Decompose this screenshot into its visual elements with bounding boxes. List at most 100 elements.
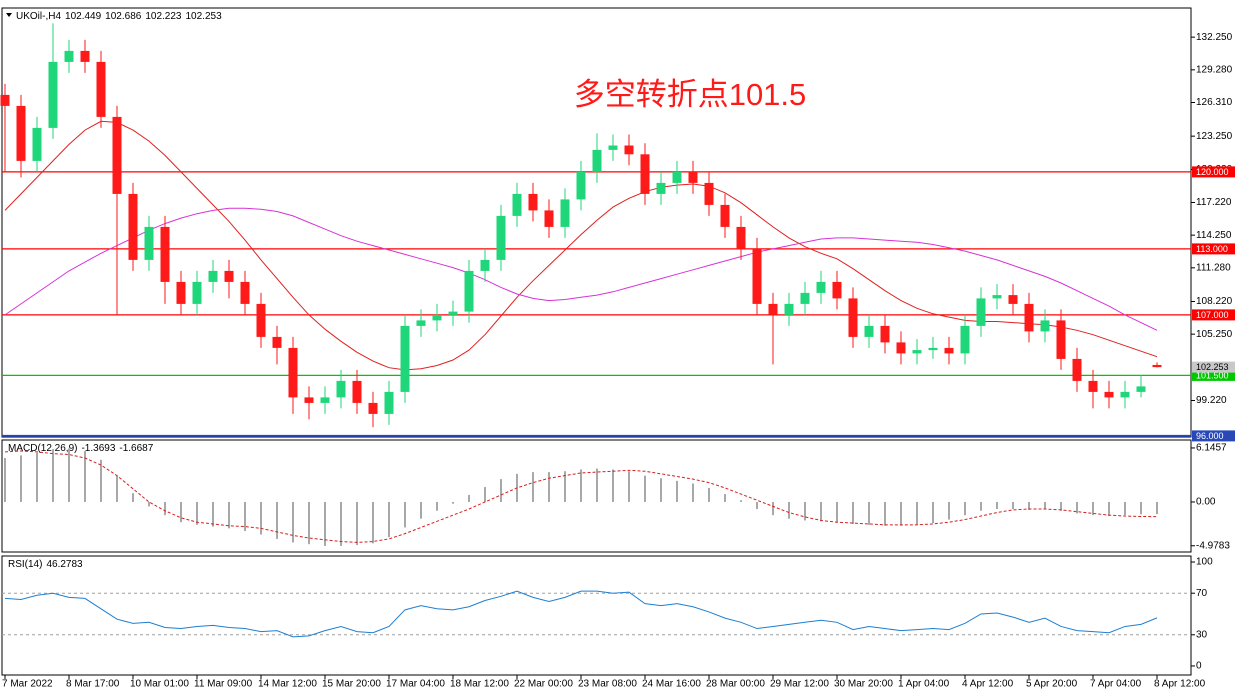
candle-body — [944, 347, 954, 354]
x-tick-label: 29 Mar 12:00 — [770, 679, 829, 690]
x-tick-label: 11 Mar 09:00 — [194, 679, 253, 690]
level-tag — [1192, 243, 1235, 255]
macd-bar — [1156, 501, 1158, 515]
y-tick-label: 129.280 — [1196, 64, 1233, 75]
x-tick-label: 14 Mar 12:00 — [258, 679, 317, 690]
macd-bar — [644, 475, 646, 502]
candle-body — [80, 50, 90, 62]
x-tick-label: 22 Mar 00:00 — [514, 679, 573, 690]
macd-bar — [548, 472, 550, 502]
macd-bar — [708, 487, 710, 502]
candle-body — [592, 149, 602, 172]
candle-body — [208, 270, 218, 282]
candle-body — [976, 298, 986, 326]
candle-body — [352, 380, 362, 403]
candle-body — [608, 145, 618, 150]
macd-bar — [564, 471, 566, 502]
macd-bar — [244, 501, 246, 531]
candle-body — [128, 193, 138, 260]
candle-body — [0, 94, 10, 106]
level-tag-label: 101.500 — [1196, 370, 1229, 380]
candle-body — [1072, 358, 1082, 381]
candle-body — [1024, 303, 1034, 332]
candle-body — [624, 145, 634, 155]
x-tick-label: 1 Apr 04:00 — [898, 679, 950, 690]
macd-bar — [404, 501, 406, 528]
candle-body — [720, 204, 730, 227]
candle-body — [160, 226, 170, 282]
macd-bar — [260, 501, 262, 535]
y-tick-label: 117.220 — [1196, 197, 1232, 208]
candle-body — [96, 61, 106, 117]
panel-frame — [1, 439, 1192, 553]
candle-body — [112, 116, 122, 194]
macd-bar — [468, 494, 470, 502]
macd-bar — [228, 501, 230, 529]
macd-bar — [916, 501, 918, 525]
rsi-line — [4, 590, 1158, 638]
macd-bar — [340, 501, 342, 546]
y-tick-label: 0.00 — [1196, 497, 1216, 508]
macd-bar — [68, 448, 70, 502]
candle-body — [368, 402, 378, 414]
candle-body — [560, 199, 570, 227]
macd-bar — [500, 479, 502, 502]
y-tick-label: 99.220 — [1196, 395, 1227, 406]
macd-bar — [116, 475, 118, 502]
macd-bar — [628, 471, 630, 502]
panel-title: RSI(14) 46.2783 — [8, 559, 83, 570]
y-tick-label: 30 — [1196, 629, 1208, 640]
macd-bar — [196, 501, 198, 525]
y-tick-label: 108.220 — [1196, 296, 1233, 307]
title-part: -1.3693 — [81, 443, 115, 454]
macd-bar — [148, 501, 150, 507]
candle-body — [928, 347, 938, 351]
macd-bar — [580, 469, 582, 502]
panel-frame — [1, 7, 1192, 438]
macd-bar — [948, 501, 950, 520]
price-tag — [1192, 361, 1235, 373]
macd-bar — [420, 501, 422, 519]
candle-body — [640, 154, 650, 194]
x-tick-label: 10 Mar 01:00 — [130, 679, 189, 690]
y-tick-label: 100 — [1196, 557, 1213, 568]
macd-bar — [756, 501, 758, 510]
x-tick-label: 5 Apr 20:00 — [1026, 679, 1078, 690]
candle-body — [384, 391, 394, 414]
macd-bar — [724, 494, 726, 502]
macd-bar — [740, 500, 742, 502]
candle-body — [288, 347, 298, 398]
title-part: 102.253 — [185, 11, 222, 22]
candle-body — [736, 226, 746, 249]
macd-bar — [692, 483, 694, 502]
level-tag-label: 113.000 — [1196, 244, 1228, 254]
candle-body — [256, 303, 266, 337]
macd-bar — [164, 501, 166, 516]
candle-body — [1120, 391, 1130, 398]
candle-body — [688, 171, 698, 183]
candle-body — [1104, 391, 1114, 398]
x-tick-label: 15 Mar 20:00 — [322, 679, 381, 690]
y-tick-label: 126.310 — [1196, 97, 1233, 108]
candle-body — [224, 270, 234, 282]
x-tick-label: 24 Mar 16:00 — [642, 679, 701, 690]
candle-body — [32, 127, 42, 161]
candle-body — [896, 342, 906, 354]
menu-arrow — [6, 13, 12, 17]
candle-body — [16, 105, 26, 161]
candle-body — [912, 350, 922, 354]
macd-bar — [132, 493, 134, 502]
y-tick-label: 105.250 — [1196, 329, 1233, 340]
y-tick-label: 0 — [1196, 661, 1202, 672]
macd-bar — [484, 487, 486, 502]
x-tick-label: 18 Mar 12:00 — [450, 679, 509, 690]
macd-bar — [324, 501, 326, 546]
level-tag-label: 107.000 — [1196, 310, 1229, 320]
x-tick-label: 7 Apr 04:00 — [1090, 679, 1142, 690]
macd-bar — [996, 501, 998, 510]
macd-bar — [372, 501, 374, 544]
annotation: 多空转折点101.5 — [574, 77, 807, 112]
macd-bar — [1060, 501, 1062, 511]
macd-bar — [1028, 501, 1030, 510]
